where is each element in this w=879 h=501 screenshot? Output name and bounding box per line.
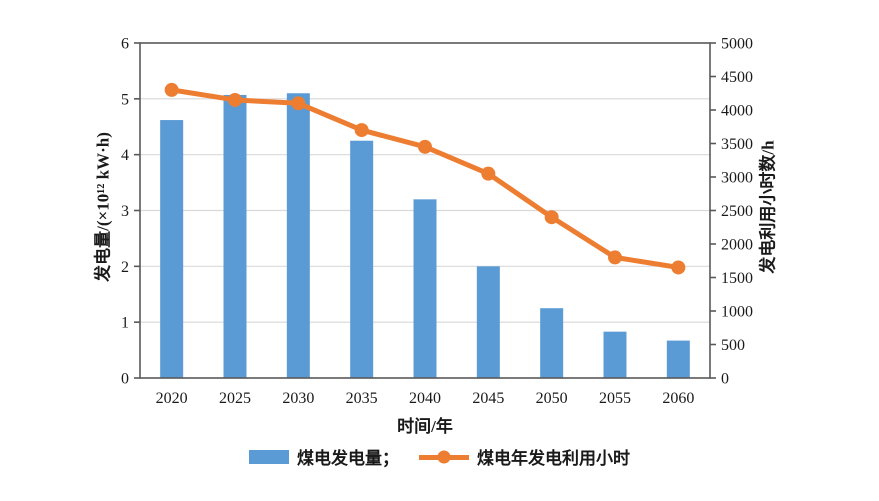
right-axis-tick-label: 0 <box>721 371 729 388</box>
line-swatch-dot <box>437 450 451 463</box>
x-tick-label-2020: 2020 <box>156 390 188 407</box>
x-tick-label-2050: 2050 <box>536 390 568 407</box>
line-point-2025 <box>228 92 242 107</box>
bar-2025 <box>223 94 247 379</box>
legend-label-generation: 煤电发电量； <box>297 449 399 468</box>
right-axis-tick-label: 1000 <box>721 304 753 321</box>
left-axis-tick-label: 0 <box>121 371 129 388</box>
right-axis-tick-label: 1500 <box>721 270 753 287</box>
bar-swatch-icon <box>249 449 289 464</box>
line-point-2060 <box>671 260 686 275</box>
bar-2050 <box>540 308 564 378</box>
line-marker-swatch-icon <box>419 450 469 464</box>
x-tick-label-2040: 2040 <box>409 390 441 407</box>
line-point-2035 <box>354 123 369 138</box>
bar-2045 <box>476 266 500 378</box>
legend-item-generation: 煤电发电量； <box>249 444 399 469</box>
bar-2035 <box>350 140 374 378</box>
bar-2060 <box>666 340 690 378</box>
right-axis-tick-label: 4000 <box>721 103 753 120</box>
x-tick-label-2055: 2055 <box>599 390 631 407</box>
left-axis-tick-label: 1 <box>121 315 129 332</box>
left-axis-tick-label: 5 <box>121 91 129 108</box>
legend-item-utilization: 煤电年发电利用小时 <box>419 444 630 469</box>
right-axis-tick-label: 5000 <box>721 36 753 53</box>
x-tick-label-2045: 2045 <box>472 390 504 407</box>
legend: 煤电发电量； 煤电年发电利用小时 <box>0 444 879 469</box>
right-axis-tick-label: 500 <box>721 337 745 354</box>
bar-2055 <box>603 331 627 378</box>
x-tick-label-2060: 2060 <box>662 390 694 407</box>
right-axis-tick-label: 2000 <box>721 237 753 254</box>
line-point-2020 <box>164 82 179 97</box>
line-point-2055 <box>608 250 622 265</box>
left-axis-title: 发电量/(×10¹² kW·h) <box>93 132 113 282</box>
right-axis-tick-label: 4500 <box>721 69 753 86</box>
left-axis-tick-label: 4 <box>121 147 129 164</box>
line-point-2050 <box>544 210 559 225</box>
line-point-2040 <box>418 139 432 154</box>
x-tick-label-2025: 2025 <box>219 390 251 407</box>
legend-label-utilization: 煤电年发电利用小时 <box>477 449 630 468</box>
x-axis-title: 时间/年 <box>397 417 453 436</box>
line-point-2030 <box>291 96 306 111</box>
right-axis-title: 发电利用小时数/h <box>758 140 778 274</box>
left-axis-tick-label: 6 <box>121 36 129 53</box>
right-axis-tick-label: 3500 <box>721 136 753 153</box>
right-axis-tick-label: 2500 <box>721 203 753 220</box>
x-tick-label-2030: 2030 <box>282 390 314 407</box>
left-axis-tick-label: 3 <box>121 203 129 220</box>
line-point-2045 <box>481 166 496 181</box>
left-axis-tick-label: 2 <box>121 259 129 276</box>
right-axis-tick-label: 3000 <box>721 170 753 187</box>
x-tick-label-2035: 2035 <box>346 390 378 407</box>
bar-2020 <box>160 120 184 379</box>
bar-2040 <box>413 199 437 378</box>
bar-2030 <box>286 93 310 378</box>
